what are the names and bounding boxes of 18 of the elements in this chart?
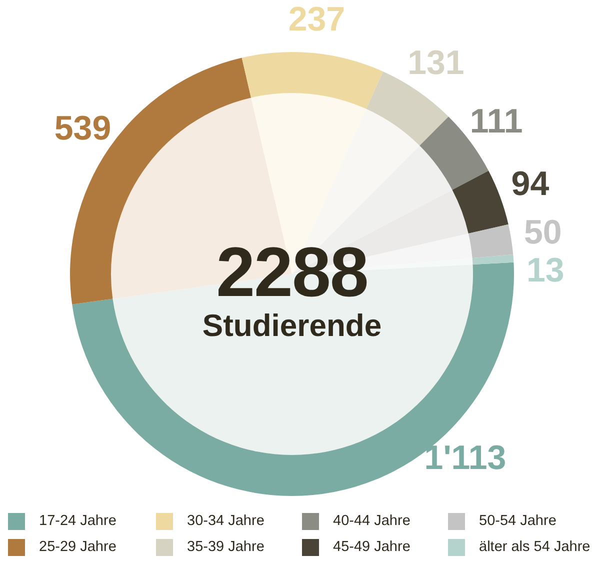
- legend-label: älter als 54 Jahre: [479, 539, 590, 555]
- data-label: 94: [511, 165, 550, 204]
- data-label: 131: [408, 44, 464, 82]
- legend-label: 45-49 Jahre: [333, 539, 410, 555]
- legend-label: 50-54 Jahre: [479, 513, 556, 529]
- data-label: 13: [526, 252, 564, 290]
- data-label: 1'113: [424, 439, 506, 478]
- data-label: 237: [288, 0, 346, 39]
- data-label: 539: [54, 109, 112, 148]
- text: 2288: [215, 233, 369, 311]
- legend-label: 40-44 Jahre: [333, 513, 410, 529]
- text: Studierende: [201, 308, 383, 344]
- data-label: 111: [470, 102, 523, 141]
- legend-label: 35-39 Jahre: [187, 539, 264, 555]
- legend-label: 30-34 Jahre: [187, 513, 264, 529]
- data-label: 50: [524, 214, 562, 252]
- legend-label: 25-29 Jahre: [39, 539, 116, 555]
- legend-label: 17-24 Jahre: [39, 513, 116, 529]
